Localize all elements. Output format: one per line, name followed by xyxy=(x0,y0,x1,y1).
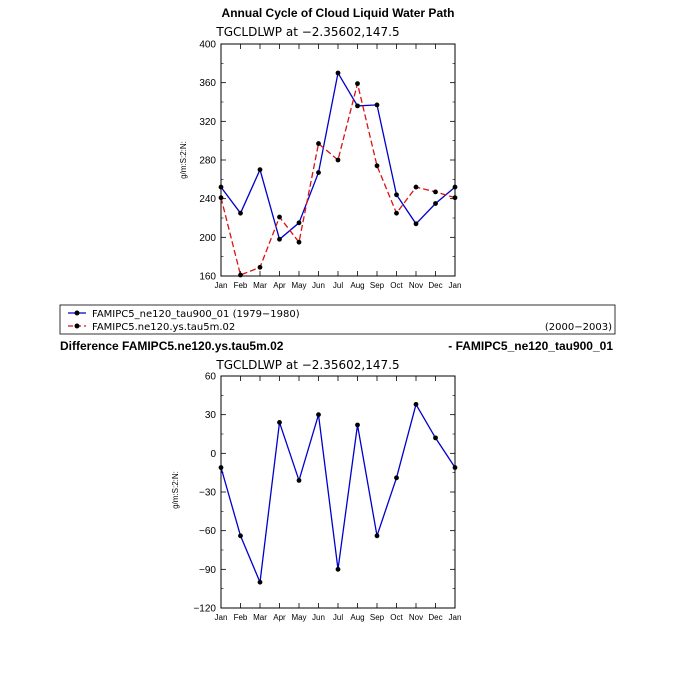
chart2-xtick-label: Jan xyxy=(449,613,462,622)
chart1-xtick-label: Mar xyxy=(253,281,267,290)
chart1-xtick-label: May xyxy=(291,281,306,290)
chart2-series-1-point xyxy=(316,412,321,418)
chart2-ytick-label: −60 xyxy=(199,526,216,537)
chart2-series-1-point xyxy=(296,478,302,483)
chart2-series-1-point xyxy=(257,579,263,585)
chart1-xtick-label: Nov xyxy=(409,281,423,290)
chart1-series-1-point xyxy=(335,70,341,76)
chart2-xtick-label: Apr xyxy=(273,613,286,622)
chart2-series-1-point xyxy=(452,465,458,470)
legend-marker-series1 xyxy=(74,310,80,316)
chart1-xtick-label: Apr xyxy=(273,281,286,290)
chart1-series-1-point xyxy=(277,236,282,242)
chart1-xtick-label: Oct xyxy=(390,281,403,290)
chart2-ytick-label: −30 xyxy=(199,488,216,499)
chart1-series-2-point xyxy=(257,264,263,270)
chart2-title-left: Difference FAMIPC5.ne120.ys.tau5m.02 xyxy=(60,339,284,353)
chart1-series-1-point xyxy=(296,220,302,226)
chart1-title: Annual Cycle of Cloud Liquid Water Path xyxy=(222,6,455,20)
chart1-series-1-point xyxy=(374,102,380,108)
chart2-series-1-line xyxy=(220,402,456,585)
chart2-xtick-label: Jan xyxy=(215,613,228,622)
chart2-ytick-label: 0 xyxy=(210,449,216,460)
chart2-xtick-label: Jul xyxy=(333,613,343,622)
chart1-series-1-point xyxy=(316,170,321,175)
chart1-series-2-point xyxy=(374,163,380,169)
legend: FAMIPC5_ne120_tau900_01 (1979−1980) FAMI… xyxy=(59,304,616,335)
chart2-series-1-point xyxy=(218,465,224,470)
chart1-series-2-point xyxy=(433,189,438,195)
chart2-xtick-label: Jun xyxy=(312,613,325,622)
chart2-series-1-point xyxy=(413,401,419,407)
chart1-xtick-label: Feb xyxy=(234,281,248,290)
chart2-xtick-label: Dec xyxy=(428,613,442,622)
chart2-xtick-label: Feb xyxy=(234,613,248,622)
chart2-series-1-point xyxy=(355,422,360,428)
chart1-series-2-point xyxy=(355,81,360,87)
chart1-series-2-point xyxy=(316,141,321,146)
chart1-plot: 160 200 240 280 320 360 400 Jan Feb Mar Apr May Jun J… xyxy=(199,40,461,291)
chart2-series-1-point xyxy=(335,566,341,572)
chart1-series-2-point xyxy=(335,157,341,163)
chart2-xtick-label: Aug xyxy=(350,613,364,622)
chart1-ytick-label: 400 xyxy=(199,40,216,51)
chart1-series-2-point xyxy=(452,195,458,201)
chart1-series-1-point xyxy=(452,184,458,190)
chart2-xtick-label: May xyxy=(291,613,306,622)
legend-label-series1: FAMIPC5_ne120_tau900_01 (1979−1980) xyxy=(92,309,300,320)
chart2-ytick-label: −120 xyxy=(193,604,216,615)
chart1-xtick-label: Jan xyxy=(449,281,462,290)
chart1-series-2-point xyxy=(277,214,282,220)
chart1-series-1-point xyxy=(433,201,438,206)
chart1-series-1-point xyxy=(238,210,243,216)
chart1-xtick-label: Aug xyxy=(350,281,364,290)
chart2-plot: −120 −90 −60 −30 0 30 60 Jan Feb Mar Apr May Jun Jul A… xyxy=(193,372,461,623)
chart1-xtick-label: Dec xyxy=(428,281,442,290)
chart1-series-1-point xyxy=(257,167,263,173)
chart2-xtick-label: Sep xyxy=(370,613,385,622)
chart1-ytick-label: 240 xyxy=(199,194,216,205)
chart1-xtick-label: Jan xyxy=(215,281,228,290)
chart1-series-1-point xyxy=(394,192,399,198)
chart2-series-1-point xyxy=(277,420,282,425)
chart2-xtick-label: Mar xyxy=(253,613,267,622)
chart2-ytick-label: 30 xyxy=(205,410,217,421)
chart1-ytick-label: 320 xyxy=(199,117,216,128)
chart1-series-1-line xyxy=(220,71,456,241)
chart2-ylabel: g/m:S:2:N: xyxy=(171,471,180,509)
chart1-ytick-label: 160 xyxy=(199,272,216,283)
chart1-series-2-point xyxy=(413,184,419,190)
chart1-xtick-label: Jun xyxy=(312,281,325,290)
chart1-xtick-label: Sep xyxy=(370,281,385,290)
chart2-series-1-point xyxy=(394,475,399,481)
chart2-series-1-point xyxy=(433,435,438,441)
chart1-series-2-point xyxy=(394,210,399,216)
chart1-series-1-point xyxy=(218,184,224,190)
chart1-series-2-point xyxy=(296,239,302,245)
chart1-series-1-point xyxy=(355,103,360,109)
chart2-subtitle: TGCLDLWP at −2.35602,147.5 xyxy=(215,358,399,372)
chart2-xtick-label: Nov xyxy=(409,613,423,622)
legend-period-series2: (2000−2003) xyxy=(545,322,612,333)
chart1-ytick-label: 280 xyxy=(199,156,216,167)
chart1-series-2-point xyxy=(218,195,224,201)
legend-box xyxy=(59,304,616,335)
chart1-ytick-label: 200 xyxy=(199,233,216,244)
chart2-ytick-label: 60 xyxy=(205,372,217,383)
chart1-ytick-label: 360 xyxy=(199,78,216,89)
legend-label-series2: FAMIPC5.ne120.ys.tau5m.02 xyxy=(92,322,235,333)
chart2-ytick-label: −90 xyxy=(199,565,216,576)
legend-marker-series2 xyxy=(74,323,80,329)
chart2-xtick-label: Oct xyxy=(390,613,403,622)
chart2-series-1-point xyxy=(238,533,243,539)
chart1-series-2-point xyxy=(238,272,243,278)
chart1-ylabel: g/m:S:2:N: xyxy=(179,141,188,179)
chart2-series-1-point xyxy=(374,533,380,539)
chart1-series-1-point xyxy=(413,221,419,227)
chart1-xtick-label: Jul xyxy=(333,281,343,290)
chart1-subtitle: TGCLDLWP at −2.35602,147.5 xyxy=(215,25,399,39)
chart2-title-right: - FAMIPC5_ne120_tau900_01 xyxy=(448,339,613,353)
